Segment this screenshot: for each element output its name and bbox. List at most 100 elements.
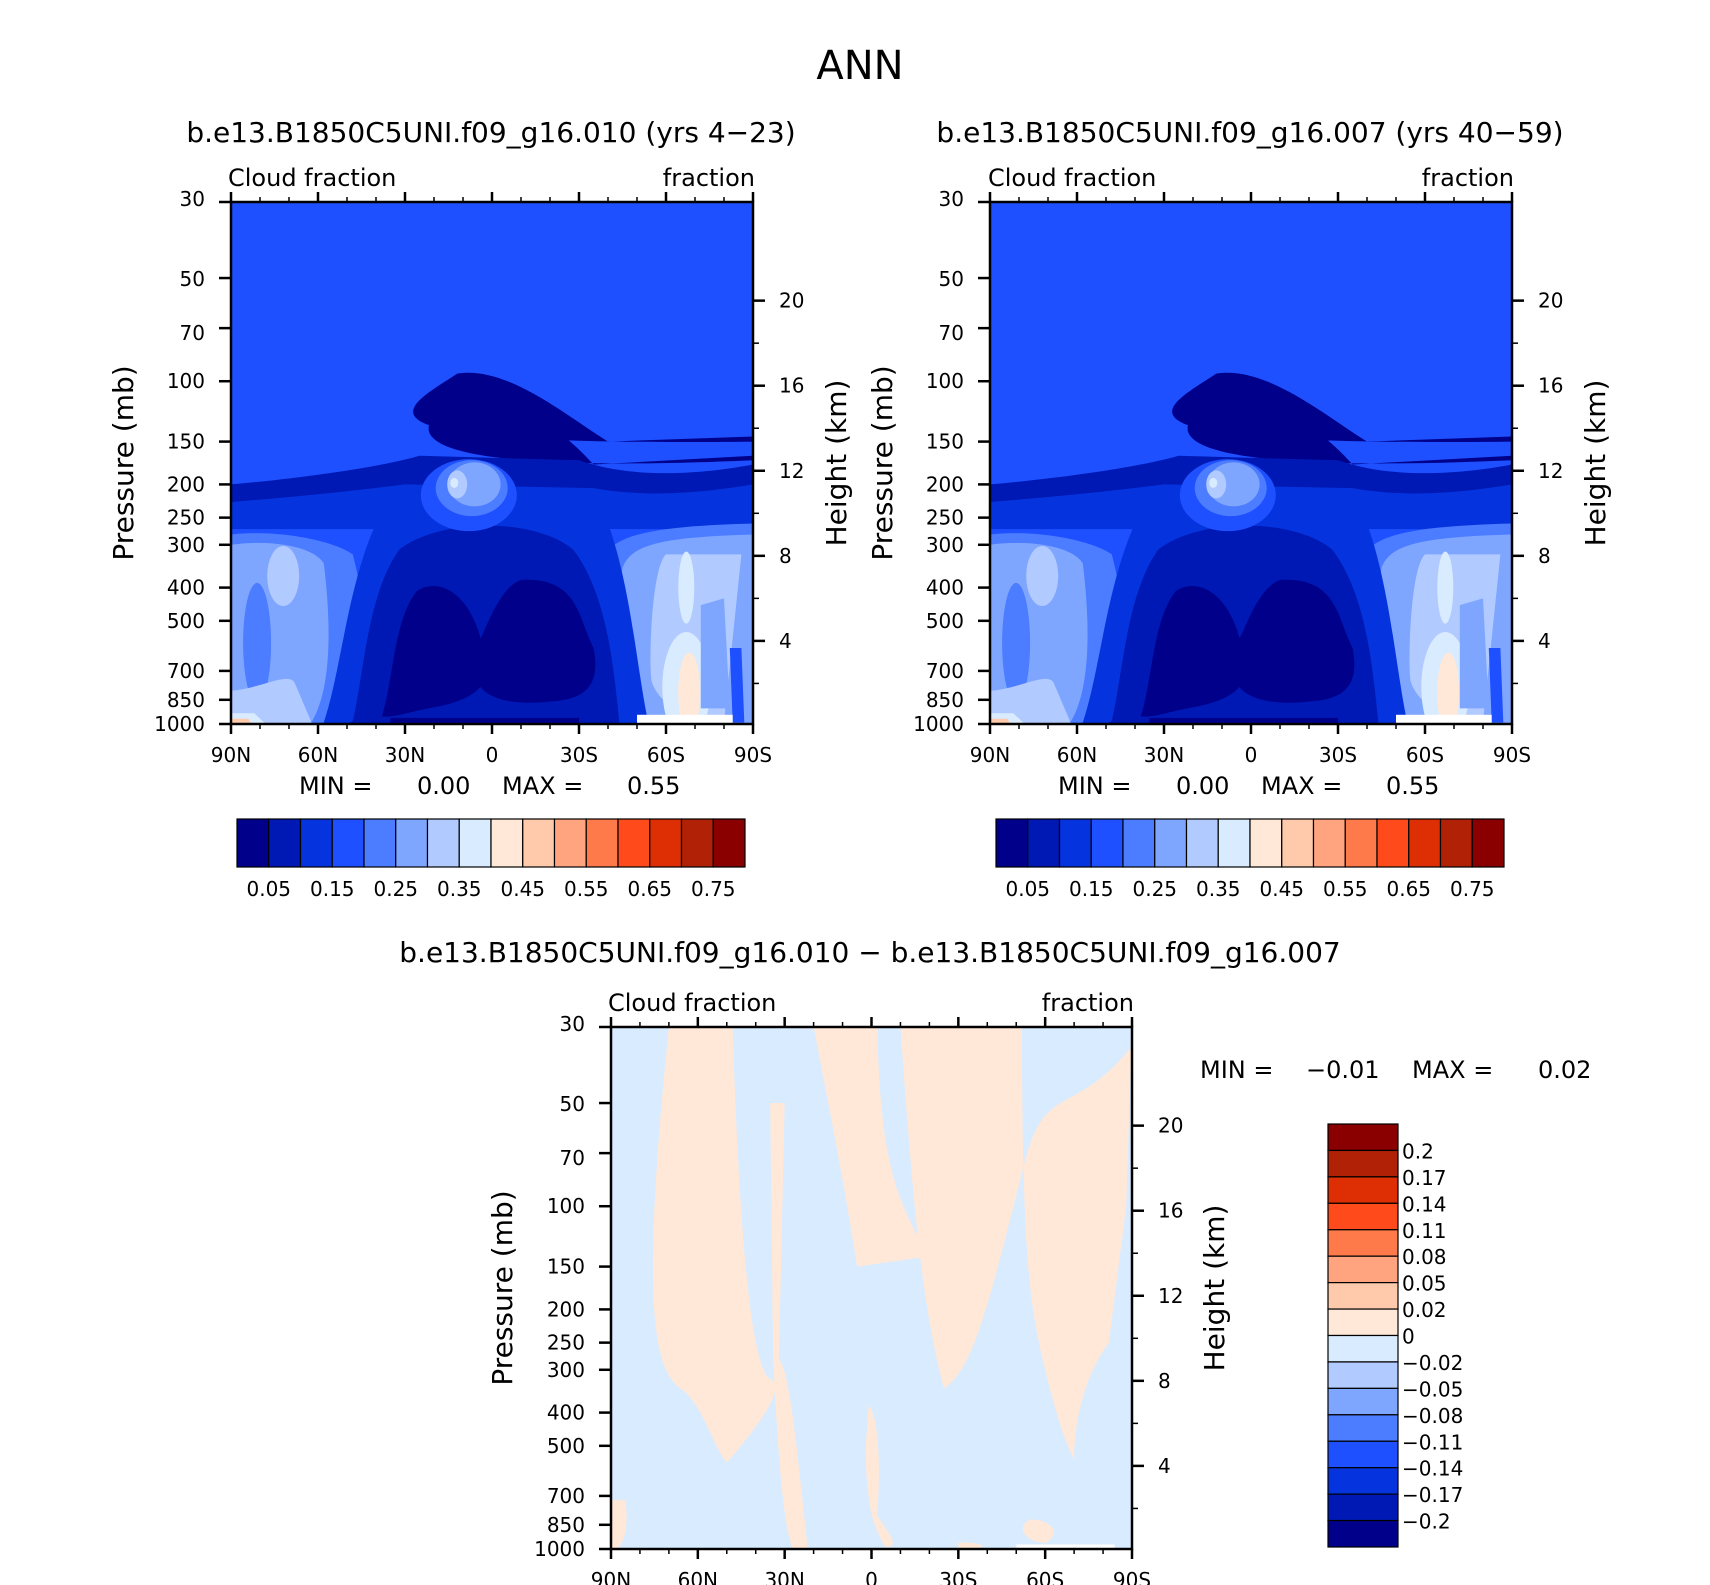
y-tick-label: 30 xyxy=(180,187,205,211)
colorbar-tick-label: 0.17 xyxy=(1402,1166,1447,1190)
colorbar-swatch xyxy=(1327,1123,1399,1152)
panel-1-min-label: MIN = xyxy=(299,772,372,800)
colorbar-swatch xyxy=(1154,818,1188,868)
x-tick-label: 90N xyxy=(970,743,1010,767)
panel-2-right-label: fraction xyxy=(1422,164,1514,192)
contour-fill xyxy=(900,1027,1132,1461)
colorbar-tick-label: 0.75 xyxy=(1450,877,1495,901)
panel-3-axes: 90N 60N 30N 0 30S 60S 90S 30 50 70 100 150 200 250 300… xyxy=(534,1012,1183,1585)
x-tick-label: 30S xyxy=(560,743,598,767)
y2-tick-label: 4 xyxy=(779,629,792,653)
panel-2: b.e13.B1850C5UNI.f09_g16.007 (yrs 40−59)… xyxy=(866,116,1612,901)
contour-fill xyxy=(390,717,579,724)
panel-3-title: b.e13.B1850C5UNI.f09_g16.010 − b.e13.B18… xyxy=(399,936,1340,969)
panel-3-contours xyxy=(611,1027,1132,1549)
colorbar-swatch xyxy=(1217,818,1251,868)
y-tick-label: 500 xyxy=(167,609,205,633)
y2-tick-label: 8 xyxy=(1538,544,1551,568)
contour-fill xyxy=(990,678,1072,724)
colorbar-swatch xyxy=(1327,1414,1399,1442)
colorbar-tick-label: 0.35 xyxy=(1196,877,1241,901)
y-tick-label: 150 xyxy=(547,1255,585,1279)
x-tick-label: 30S xyxy=(1319,743,1357,767)
colorbar-swatch xyxy=(585,818,619,868)
figure-title: ANN xyxy=(816,43,903,89)
y-tick-label: 500 xyxy=(926,609,964,633)
contour-fill xyxy=(231,678,313,724)
x-tick-label: 90S xyxy=(1113,1568,1151,1585)
x-tick-label: 60S xyxy=(1406,743,1444,767)
y2-tick-label: 4 xyxy=(1538,629,1551,653)
y-tick-label: 400 xyxy=(167,576,205,600)
contour-fill xyxy=(813,1027,930,1267)
contour-fill xyxy=(678,652,701,724)
colorbar-swatch xyxy=(1327,1202,1399,1231)
y2-tick-label: 20 xyxy=(1158,1114,1183,1138)
panel-2-max-label: MAX = xyxy=(1261,772,1342,800)
panel-2-axes: 90N 60N 30N 0 30S 60S 90S 30 50 70 100 150 200 250 300… xyxy=(913,187,1563,767)
panel-1-colorbar: 0.05 0.15 0.25 0.35 0.45 0.55 0.65 0.75 xyxy=(236,818,746,901)
colorbar-swatch xyxy=(680,818,714,868)
colorbar-tick-label: −0.11 xyxy=(1402,1430,1463,1454)
y-tick-label: 1000 xyxy=(913,712,964,736)
colorbar-tick-label: 0.25 xyxy=(373,877,418,901)
contour-fill xyxy=(1488,647,1504,723)
y-tick-label: 300 xyxy=(547,1358,585,1382)
x-tick-label: 90N xyxy=(591,1568,631,1585)
panel-3-min-value: −0.01 xyxy=(1306,1056,1380,1084)
y-tick-label: 400 xyxy=(926,576,964,600)
y2-tick-label: 8 xyxy=(779,544,792,568)
panel-1-ylabel: Pressure (mb) xyxy=(107,365,140,560)
contour-fill xyxy=(729,647,745,723)
panel-3-right-label: fraction xyxy=(1042,989,1134,1017)
missing-data-mask xyxy=(1396,714,1492,724)
y-tick-label: 300 xyxy=(926,533,964,557)
panel-1-title: b.e13.B1850C5UNI.f09_g16.010 (yrs 4−23) xyxy=(186,116,795,149)
y-tick-label: 70 xyxy=(560,1146,585,1170)
panel-1-right-label: fraction xyxy=(663,164,755,192)
colorbar-swatch xyxy=(1327,1282,1399,1310)
y-tick-label: 400 xyxy=(547,1401,585,1425)
panel-2-colorbar: 0.05 0.15 0.25 0.35 0.45 0.55 0.65 0.75 xyxy=(995,818,1505,901)
contour-fill xyxy=(678,551,695,624)
contour-fill xyxy=(231,202,753,443)
panel-1-contours xyxy=(231,202,753,724)
colorbar-tick-label: 0.35 xyxy=(437,877,482,901)
y-tick-label: 700 xyxy=(167,659,205,683)
y-tick-label: 700 xyxy=(547,1484,585,1508)
contour-fill xyxy=(267,545,300,606)
x-tick-label: 30N xyxy=(1144,743,1184,767)
panel-2-title: b.e13.B1850C5UNI.f09_g16.007 (yrs 40−59) xyxy=(936,116,1563,149)
y-tick-label: 70 xyxy=(180,321,205,345)
panel-3-ylabel: Pressure (mb) xyxy=(486,1190,519,1385)
colorbar-swatch xyxy=(1327,1176,1399,1204)
y-tick-label: 100 xyxy=(547,1194,585,1218)
colorbar-swatch xyxy=(490,818,524,868)
colorbar-tick-label: 0.45 xyxy=(500,877,545,901)
colorbar-swatch xyxy=(268,818,302,868)
colorbar-tick-label: 0.55 xyxy=(1323,877,1368,901)
x-tick-label: 0 xyxy=(486,743,499,767)
panel-1-max-label: MAX = xyxy=(502,772,583,800)
contour-fill xyxy=(381,579,596,717)
colorbar-swatch xyxy=(1281,818,1315,868)
colorbar-tick-label: 0.15 xyxy=(310,877,355,901)
y-tick-label: 100 xyxy=(926,369,964,393)
y-tick-label: 200 xyxy=(926,472,964,496)
y-tick-label: 250 xyxy=(167,506,205,530)
contour-fill xyxy=(770,1103,808,1549)
panel-3-colorbar: 0.2 0.170.14 0.110.08 0.050.02 0−0.02−0.05 −0… xyxy=(1327,1123,1463,1548)
colorbar-swatch xyxy=(395,818,429,868)
y-tick-label: 150 xyxy=(926,430,964,454)
y-tick-label: 850 xyxy=(547,1513,585,1537)
colorbar-swatch xyxy=(1408,818,1442,868)
x-tick-label: 60N xyxy=(1057,743,1097,767)
contour-fill xyxy=(958,1542,983,1549)
colorbar-tick-label: −0.02 xyxy=(1402,1351,1463,1375)
colorbar-tick-label: 0.2 xyxy=(1402,1139,1434,1163)
colorbar-tick-label: −0.2 xyxy=(1402,1510,1451,1534)
contour-fill xyxy=(1459,598,1489,709)
colorbar-swatch xyxy=(553,818,587,868)
contour-fill xyxy=(1149,717,1338,724)
contour-fill xyxy=(1140,579,1355,717)
